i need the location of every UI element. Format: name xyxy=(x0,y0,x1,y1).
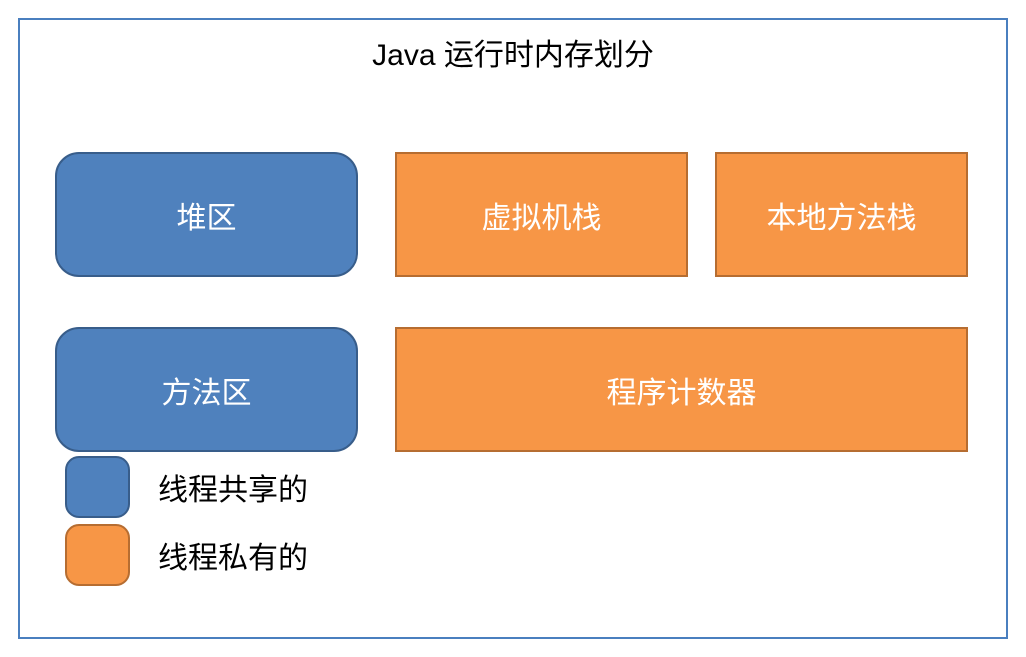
box-vm-stack-label: 虚拟机栈 xyxy=(482,193,602,237)
box-heap-label: 堆区 xyxy=(177,193,237,237)
legend-label-shared: 线程共享的 xyxy=(158,465,308,509)
legend-row-private: 线程私有的 xyxy=(65,524,308,586)
legend: 线程共享的 线程私有的 xyxy=(65,456,308,592)
box-native-stack: 本地方法栈 xyxy=(715,152,968,277)
box-native-stack-label: 本地方法栈 xyxy=(767,193,917,237)
box-program-counter: 程序计数器 xyxy=(395,327,968,452)
legend-swatch-shared xyxy=(65,456,130,518)
legend-swatch-private xyxy=(65,524,130,586)
box-method-area-label: 方法区 xyxy=(162,368,252,412)
legend-label-private: 线程私有的 xyxy=(158,533,308,577)
diagram-title: Java 运行时内存划分 xyxy=(20,20,1006,82)
box-program-counter-label: 程序计数器 xyxy=(607,368,757,412)
box-heap: 堆区 xyxy=(55,152,358,277)
box-method-area: 方法区 xyxy=(55,327,358,452)
legend-row-shared: 线程共享的 xyxy=(65,456,308,518)
diagram-container: Java 运行时内存划分 堆区 虚拟机栈 本地方法栈 方法区 程序计数器 线程共… xyxy=(18,18,1008,639)
box-vm-stack: 虚拟机栈 xyxy=(395,152,688,277)
